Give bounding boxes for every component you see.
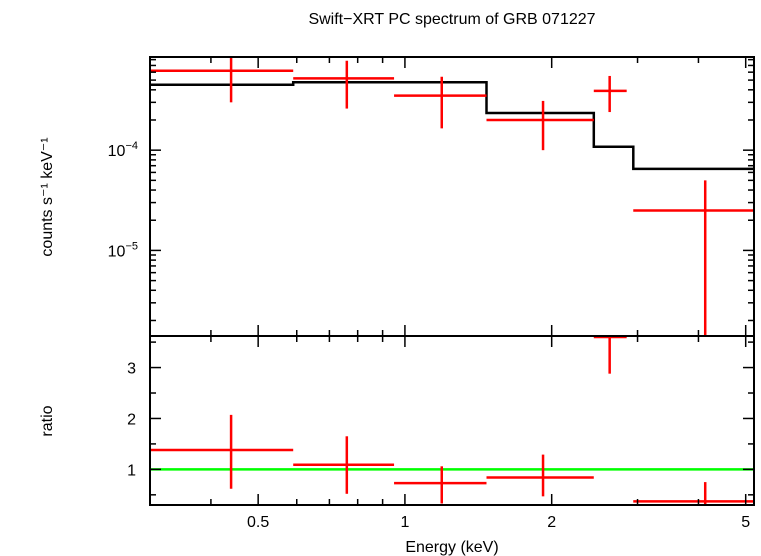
bottom-y-tick-label-0: 1 [127, 462, 136, 479]
top-y-axis-label: counts s⁻¹ keV⁻¹ [39, 137, 56, 256]
spectrum-point-5 [633, 180, 754, 336]
bottom-y-tick-label-1: 2 [127, 411, 136, 428]
x-tick-label-3: 5 [741, 514, 750, 531]
bottom-y-ticks: 1 2 3 [127, 341, 754, 496]
x-tick-label-1: 1 [400, 514, 409, 531]
model-step-line [150, 81, 754, 171]
bottom-panel: 1 2 3 ratio [39, 335, 755, 506]
ratio-data-points [150, 335, 754, 505]
ratio-point-1 [293, 436, 395, 494]
chart-title: Swift−XRT PC spectrum of GRB 071227 [308, 11, 595, 28]
ratio-point-3 [486, 454, 594, 497]
spectrum-point-4 [593, 75, 627, 113]
x-axis-label: Energy (keV) [405, 539, 498, 556]
spectrum-point-2 [394, 76, 487, 129]
spectrum-point-1 [293, 60, 395, 109]
top-y-ticks: 10−4 10−5 [108, 58, 754, 322]
ratio-point-2 [394, 466, 487, 504]
x-tick-label-2: 2 [547, 514, 556, 531]
spectrum-point-0 [150, 57, 294, 103]
top-y-tick-label-1: 10−5 [108, 240, 138, 260]
ratio-point-5 [633, 482, 754, 505]
ratio-point-0 [150, 414, 294, 489]
bottom-y-tick-label-2: 3 [127, 361, 136, 378]
bottom-y-axis-label: ratio [39, 405, 56, 436]
top-panel: 10−4 10−5 counts s⁻¹ keV⁻¹ [39, 56, 755, 337]
bottom-panel-frame [149, 335, 755, 506]
spectrum-point-3 [486, 100, 594, 151]
x-tick-label-0: 0.5 [247, 514, 269, 531]
bottom-x-ticks [149, 336, 747, 505]
top-x-ticks [149, 57, 747, 336]
x-tick-labels: 0.5 1 2 5 [247, 514, 750, 531]
ratio-point-4 [593, 335, 627, 374]
top-panel-frame [149, 56, 755, 337]
top-data-points [150, 57, 754, 336]
top-y-tick-label-0: 10−4 [108, 140, 138, 160]
model-step [150, 81, 754, 171]
